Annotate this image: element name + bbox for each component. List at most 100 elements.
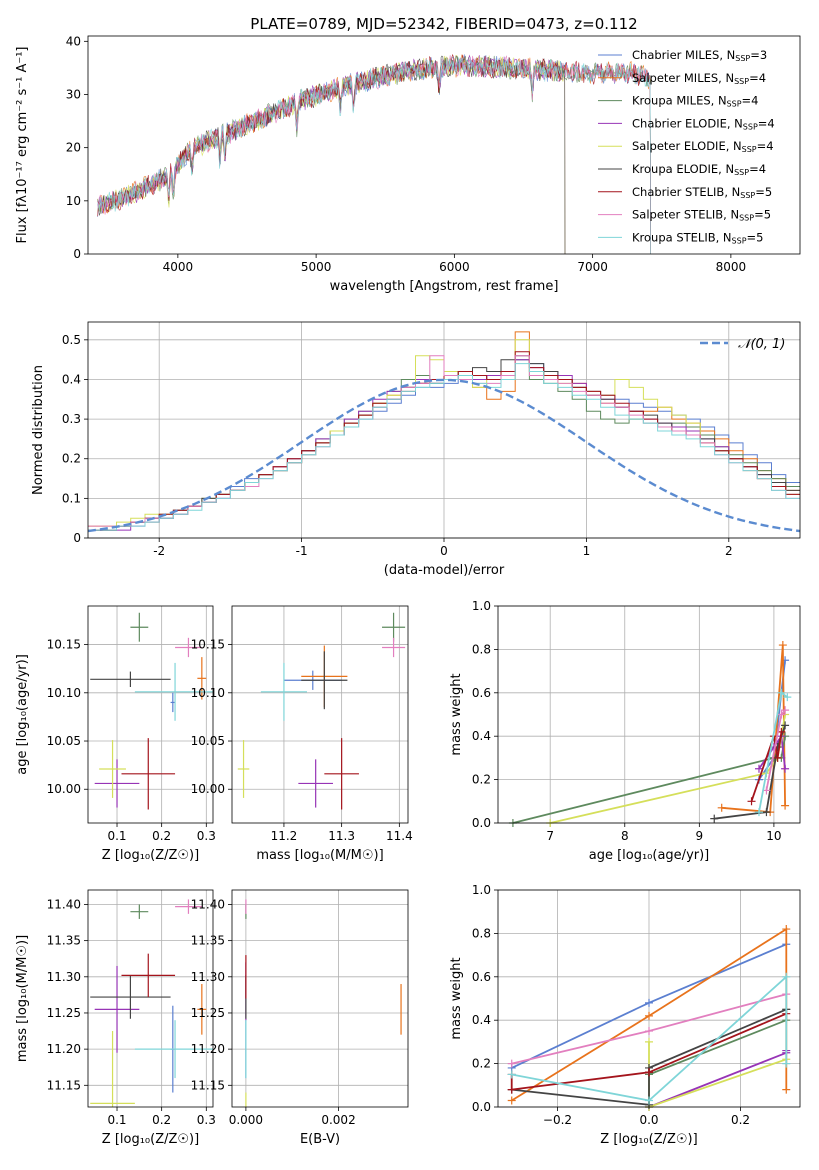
figure-title: PLATE=0789, MJD=52342, FIBERID=0473, z=0… [250,15,637,33]
legend-entry: Salpeter MILES, NSSP=4 [632,71,766,86]
weight-marker [645,1068,653,1077]
weight-series [510,1012,787,1091]
x-tick-label: 4000 [163,260,194,274]
y-tick-label: 0.1 [62,491,81,505]
y-tick-label: 10 [66,194,81,208]
weight-marker [645,1037,653,1046]
x-tick-label: 0.3 [197,1113,216,1127]
weight-marker [747,797,756,806]
weight-marker [645,1027,653,1036]
y-tick-label: 10.10 [191,686,225,700]
y-tick-label: 11.15 [47,1078,81,1092]
y-tick-label: 10.05 [47,734,81,748]
x-axis-label: mass [log₁₀(M/M☉)] [256,848,383,863]
y-axis-label: age [log₁₀(age/yr)] [15,654,30,775]
weight-marker [645,1011,653,1020]
weight-vs-z-panel: −0.2 0.0 0.2 0.0 0.2 0.4 0.6 0.8 1.0 Z [log₁₀(Z/Z… [449,883,801,1147]
axes-frame [231,605,409,824]
age-vs-z-panel: 0.1 0.2 0.3 10.00 10.05 10.10 10.15 Z [log₁₀(Z/… [15,605,216,863]
y-tick-label: 0 [73,247,81,261]
weight-marker [781,801,790,810]
weight-series [511,974,788,1102]
axes-frame [497,605,801,824]
y-tick-label: 0.0 [472,816,491,830]
axes-frame [87,321,801,539]
weight-marker [773,753,782,762]
weight-marker [507,1085,516,1094]
weight-marker [762,808,771,817]
x-tick-label: 8000 [716,260,747,274]
x-tick-label: 11.2 [271,829,298,843]
y-tick-label: 0.6 [472,970,491,984]
axes-frame [231,889,409,1108]
weight-marker [781,706,790,715]
y-tick-label: 0.4 [472,729,491,743]
y-tick-label: 0.6 [472,686,491,700]
y-tick-label: 0.2 [472,1057,491,1071]
weight-marker [717,803,726,812]
weight-marker [507,1096,516,1105]
weight-marker [782,1059,791,1068]
y-tick-label: 11.35 [47,934,81,948]
spectrum-line [97,55,566,255]
weight-series [648,1041,787,1109]
x-axis-label: E(B-V) [300,1132,340,1147]
weight-marker [507,1070,516,1079]
axes-frame [87,889,214,1108]
x-tick-label: -1 [296,544,308,558]
weight-marker [782,925,791,934]
errorbar-group [90,612,213,810]
residuals-panel: -2 -1 0 1 2 0 0.1 0.2 0.3 0.4 0.5 (data-model)/erro… [31,321,801,578]
y-tick-label: 20 [66,141,81,155]
weight-marker [783,693,792,702]
normal-curve [87,378,801,533]
y-tick-label: 10.10 [47,686,81,700]
x-axis-label: wavelength [Angstrom, rest frame] [330,279,559,294]
axes-frame [497,889,801,1108]
weight-marker [778,641,787,650]
y-tick-label: 11.15 [191,1078,225,1092]
y-tick-label: 11.35 [191,934,225,948]
mass-vs-z-panel: 0.1 0.2 0.3 11.15 11.20 11.25 11.30 11.35 11.40 Z… [15,889,216,1147]
y-axis-label: mass weight [449,673,464,755]
legend-entry: Chabrier MILES, NSSP=3 [632,48,767,63]
legend-entry: Kroupa STELIB, NSSP=5 [632,230,763,245]
x-tick-label: 1 [583,544,591,558]
legend-entry: 𝒩(0, 1) [738,337,785,352]
axes-frame [87,35,801,255]
x-tick-label: 0 [440,544,448,558]
weight-marker [781,721,790,730]
spectrum-panel: 4000 5000 6000 7000 8000 0 10 20 30 40 wavelength … [15,34,801,294]
x-tick-label: 7 [546,829,554,843]
y-tick-label: 0.3 [62,412,81,426]
y-tick-label: 0.2 [62,452,81,466]
x-axis-label: (data-model)/error [384,563,505,578]
weight-marker [781,764,790,773]
y-tick-label: 0.2 [472,773,491,787]
y-tick-label: 0.8 [472,926,491,940]
legend-entry: Chabrier STELIB, NSSP=5 [632,185,772,200]
x-tick-label: 0.000 [229,1113,263,1127]
x-tick-label: 5000 [301,260,332,274]
y-tick-label: 0 [73,531,81,545]
x-tick-label: -2 [153,544,165,558]
legend-entry: Kroupa ELODIE, NSSP=4 [632,162,766,177]
y-tick-label: 1.0 [472,883,491,897]
x-tick-label: 10 [766,829,781,843]
y-tick-label: 10.00 [191,782,225,796]
y-tick-label: 11.25 [191,1006,225,1020]
y-tick-label: 10.05 [191,734,225,748]
y-tick-label: 40 [66,34,81,48]
weight-marker [782,972,791,981]
y-tick-label: 10.00 [47,782,81,796]
weight-series [549,714,786,824]
y-tick-label: 11.40 [47,897,81,911]
x-tick-label: 0.2 [152,1113,171,1127]
weight-marker [754,808,763,817]
weight-vs-age-panel: 7 8 9 10 0.0 0.2 0.4 0.6 0.8 1.0 age [log₁₀(age/yr… [449,599,801,863]
y-tick-label: 11.30 [191,970,225,984]
legend-entry: Salpeter ELODIE, NSSP=4 [632,139,774,154]
y-tick-label: 1.0 [472,599,491,613]
y-tick-label: 11.20 [47,1042,81,1056]
y-axis-label: mass [log₁₀(M/M☉)] [15,935,30,1062]
